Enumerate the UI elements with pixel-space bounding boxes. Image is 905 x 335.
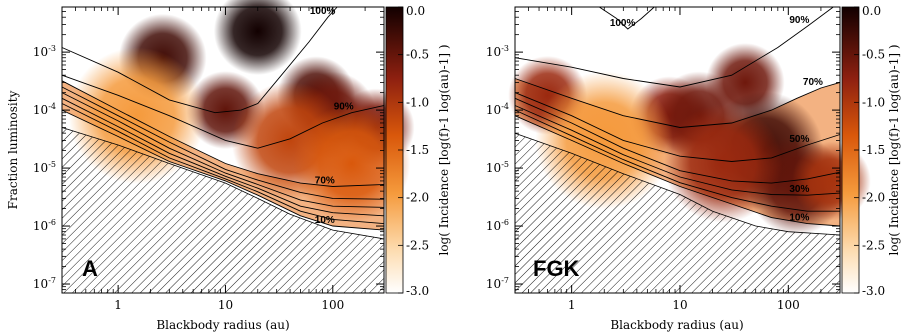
panel-fgk-colorbar-tick-label: -3.0: [862, 284, 885, 298]
panel-a-ylabel: Fraction luminosity: [6, 90, 20, 209]
panel-a-colorbar-tick-label: -0.5: [406, 48, 429, 62]
panel-a-contour: [61, 74, 385, 149]
panel-fgk-contour: [514, 6, 834, 88]
panel-fgk-y-tick-label: 10-6: [486, 218, 509, 233]
panel-a-ticks: 1 10 100 10-7 10-6 10-5 10-4 10-3: [33, 6, 385, 312]
panel-fgk-colorbar-tick-label: -0.5: [862, 48, 885, 62]
panel-fgk-colorbar-tick-label: 0.0: [862, 4, 881, 18]
panel-fgk-colorbar-tick-label: -2.5: [862, 238, 885, 252]
panel-fgk-contour: [514, 105, 841, 196]
panel-a-colorbar-tick-label: 0.0: [406, 4, 425, 18]
panel-a-contour: [61, 86, 385, 200]
panel-fgk-contour-label: 50%: [789, 134, 809, 145]
panel-fgk-contour-label: 70%: [803, 77, 823, 88]
panel-a-frame: [61, 6, 385, 294]
panel-a-contour-label: 100%: [310, 6, 336, 17]
panel-a-y-tick-label: 10-6: [33, 218, 56, 233]
panel-fgk-contour: [514, 92, 841, 162]
panel-fgk-colorbar-tick-label: -1.0: [862, 95, 885, 109]
panel-a-colorbar-tick-label: -2.5: [406, 238, 429, 252]
panel-fgk-colorbar-ticks: 0.0 -0.5 -1.0 -1.5 -2.0 -2.5 -3.0: [854, 4, 885, 298]
panel-a-colorbar-label: log( Incidence [log(f)-1 log(au)-1] ): [437, 44, 451, 255]
panel-fgk-y-tick-label: 10-3: [486, 44, 509, 59]
panel-fgk-contours: 100% 90% 70% 50% 30% 10%: [514, 6, 841, 227]
panel-fgk-x-tick-label: 1: [568, 298, 576, 312]
panel-fgk-contour: [514, 97, 841, 184]
panel-fgk-incidence-peak: [663, 104, 783, 223]
panel-a: 100% 90% 70% 10% 1 10 100 10-7 10-6 10-5 10-4 10-3…: [6, 0, 451, 332]
panel-fgk-label: FGK: [533, 256, 580, 281]
panel-fgk-colorbar-tick-label: -2.0: [862, 191, 885, 205]
panel-a-contour: [61, 80, 385, 187]
panel-a-y-tick-label: 10-7: [33, 276, 56, 291]
panel-fgk-frame: [514, 6, 841, 294]
panel-a-contour: [61, 6, 338, 114]
panel-fgk-x-tick-label: 10: [672, 298, 687, 312]
panel-a-colorbar-tick-label: -2.0: [406, 191, 429, 205]
panel-fgk-colorbar-tick-label: -1.5: [862, 143, 885, 157]
panel-fgk-heatmap: [508, 43, 871, 235]
panel-a-incidence-peak: [293, 104, 411, 223]
panel-a-contour: [61, 103, 385, 225]
panel-fgk-y-tick-label: 10-5: [486, 160, 509, 175]
panel-a-colorbar-tick-label: -1.5: [406, 143, 429, 157]
panel-fgk-contour: [514, 115, 841, 227]
panel-a-contour: [61, 92, 385, 208]
panel-fgk-contour-label: 90%: [789, 15, 809, 26]
panel-a-y-tick-label: 10-4: [33, 102, 56, 117]
panel-a-contour: [61, 109, 385, 231]
panel-a-contour-label: 70%: [315, 176, 335, 187]
panel-a-x-tick-label: 10: [218, 298, 233, 312]
panel-a-colorbar-ticks: 0.0 -0.5 -1.0 -1.5 -2.0 -2.5 -3.0: [398, 4, 429, 298]
panel-fgk-x-tick-label: 100: [777, 298, 800, 312]
panel-a-x-tick-label: 1: [114, 298, 122, 312]
panel-fgk-contour: [514, 78, 841, 128]
panel-a-label: A: [82, 256, 98, 281]
panel-a-incidence-peak: [213, 0, 302, 76]
panel-fgk-contour-label: 100%: [610, 18, 636, 29]
panel-fgk-y-tick-label: 10-4: [486, 102, 509, 117]
panel-a-colorbar-tick-label: -3.0: [406, 284, 429, 298]
panel-a-y-tick-label: 10-3: [33, 44, 56, 59]
panel-a-contour: [61, 97, 385, 217]
panel-a-y-tick-label: 10-5: [33, 160, 56, 175]
panel-fgk: 100% 90% 70% 50% 30% 10% 1 10 100 10-7 10-6 10-5 10…: [486, 4, 901, 332]
panel-fgk-contour-label: 10%: [789, 213, 809, 224]
panel-a-contours: 100% 90% 70% 10%: [61, 6, 385, 231]
panel-fgk-colorbar-label: log( Incidence [log(f)-1 log(au)-1] ): [887, 44, 901, 255]
panel-a-x-tick-label: 100: [321, 298, 344, 312]
panel-fgk-xlabel: Blackbody radius (au): [610, 318, 743, 332]
panel-a-contour-label: 90%: [334, 102, 354, 113]
panel-a-contour-label: 10%: [315, 215, 335, 226]
panel-a-xlabel: Blackbody radius (au): [156, 318, 289, 332]
panel-fgk-contour: [514, 109, 840, 212]
panel-a-colorbar-tick-label: -1.0: [406, 95, 429, 109]
panel-fgk-ticks: 1 10 100 10-7 10-6 10-5 10-4 10-3: [486, 6, 841, 312]
panel-fgk-y-tick-label: 10-7: [486, 276, 509, 291]
panel-fgk-contour: [599, 6, 655, 30]
panel-fgk-contour-label: 30%: [789, 184, 809, 195]
